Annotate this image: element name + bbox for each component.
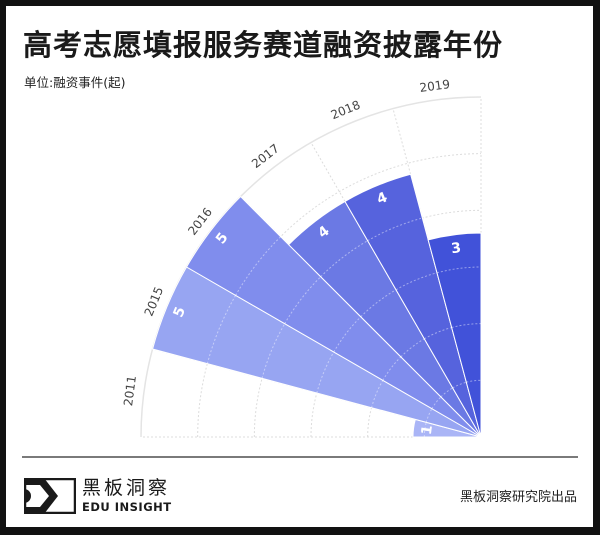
- chart-bars: [151, 173, 482, 438]
- bar-grid-ring: [284, 276, 322, 324]
- bar-grid-ring: [261, 323, 286, 379]
- bar-grid-ring: [320, 240, 368, 278]
- bar-grid-ring: [440, 387, 453, 398]
- chart-card: 高考志愿填报服务赛道融资披露年份 单位:融资事件(起) 1 2011 5 2015 5 2…: [6, 6, 593, 527]
- value-label-2011: 1: [419, 424, 436, 436]
- bar-grid-ring: [452, 381, 467, 389]
- eye-logo-icon: [24, 478, 76, 514]
- bar-grid-ring: [395, 272, 438, 291]
- bar-grid-ring: [360, 289, 397, 318]
- grid-ring: [197, 153, 482, 438]
- credit-text: 黑板洞察研究院出品: [459, 490, 577, 505]
- value-label-2019: 3: [450, 240, 462, 257]
- year-label-2011: 2011: [121, 375, 139, 407]
- bar-2018: [344, 173, 482, 438]
- bar-grid-ring: [235, 236, 282, 296]
- bar-grid-ring: [206, 295, 237, 364]
- year-label-2018: 2018: [329, 98, 363, 123]
- bar-grid-ring: [423, 422, 427, 438]
- year-label-2019: 2019: [419, 77, 451, 95]
- bar-grid-ring: [431, 396, 442, 409]
- unit-label: 单位:融资事件(起): [24, 75, 126, 90]
- bar-grid-ring: [466, 379, 482, 383]
- logo-chinese-name: 黑板洞察: [82, 476, 171, 499]
- bar-grid-ring: [316, 351, 335, 394]
- bar-grid-ring: [367, 217, 423, 242]
- year-label-2015: 2015: [142, 285, 167, 319]
- bar-grid-ring: [436, 266, 482, 274]
- bar-2016: [185, 195, 482, 438]
- chart-title: 高考志愿填报服务赛道融资披露年份: [23, 28, 504, 62]
- bar-grid-ring: [425, 408, 433, 423]
- year-label-2017: 2017: [249, 141, 282, 171]
- logo-english-name: EDU INSIGHT: [82, 499, 172, 514]
- footer-divider: [22, 456, 578, 458]
- brand-logo: 黑板洞察 EDU INSIGHT: [24, 478, 172, 514]
- bar-grid-ring: [333, 316, 362, 353]
- bar-2019: [427, 232, 482, 438]
- bar-grid-ring: [451, 323, 482, 329]
